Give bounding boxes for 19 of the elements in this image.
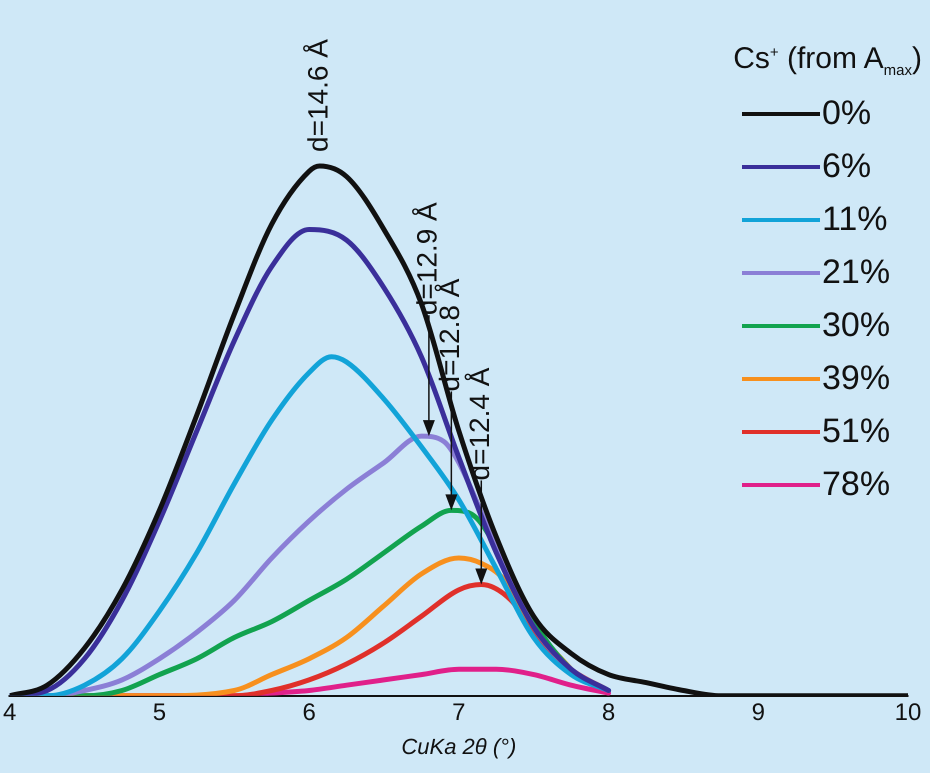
legend-label: 0% [822, 94, 872, 133]
x-tick-label: 6 [302, 698, 316, 726]
x-tick-label: 10 [894, 698, 922, 726]
legend-title: Cs$^{+}$ (from A$_{max}$) [733, 42, 922, 79]
legend-label: 30% [822, 306, 892, 345]
x-tick-label: 5 [152, 698, 166, 726]
legend-label: 78% [822, 465, 892, 504]
legend-label: 51% [822, 412, 892, 451]
x-tick-label: 4 [2, 698, 16, 726]
x-tick-label: 7 [452, 698, 466, 726]
annotation: d=12.4 Å [464, 367, 496, 480]
legend-label: 21% [822, 253, 892, 292]
x-tick-label: 9 [752, 698, 765, 726]
legend-label: 11% [822, 200, 889, 239]
legend-label: 39% [822, 359, 892, 398]
annotation: d=14.6 Å [302, 38, 334, 152]
legend-label: 6% [822, 147, 872, 186]
x-tick-label: 8 [602, 698, 616, 726]
x-axis-title: CuKa 2θ (°) [401, 734, 516, 759]
